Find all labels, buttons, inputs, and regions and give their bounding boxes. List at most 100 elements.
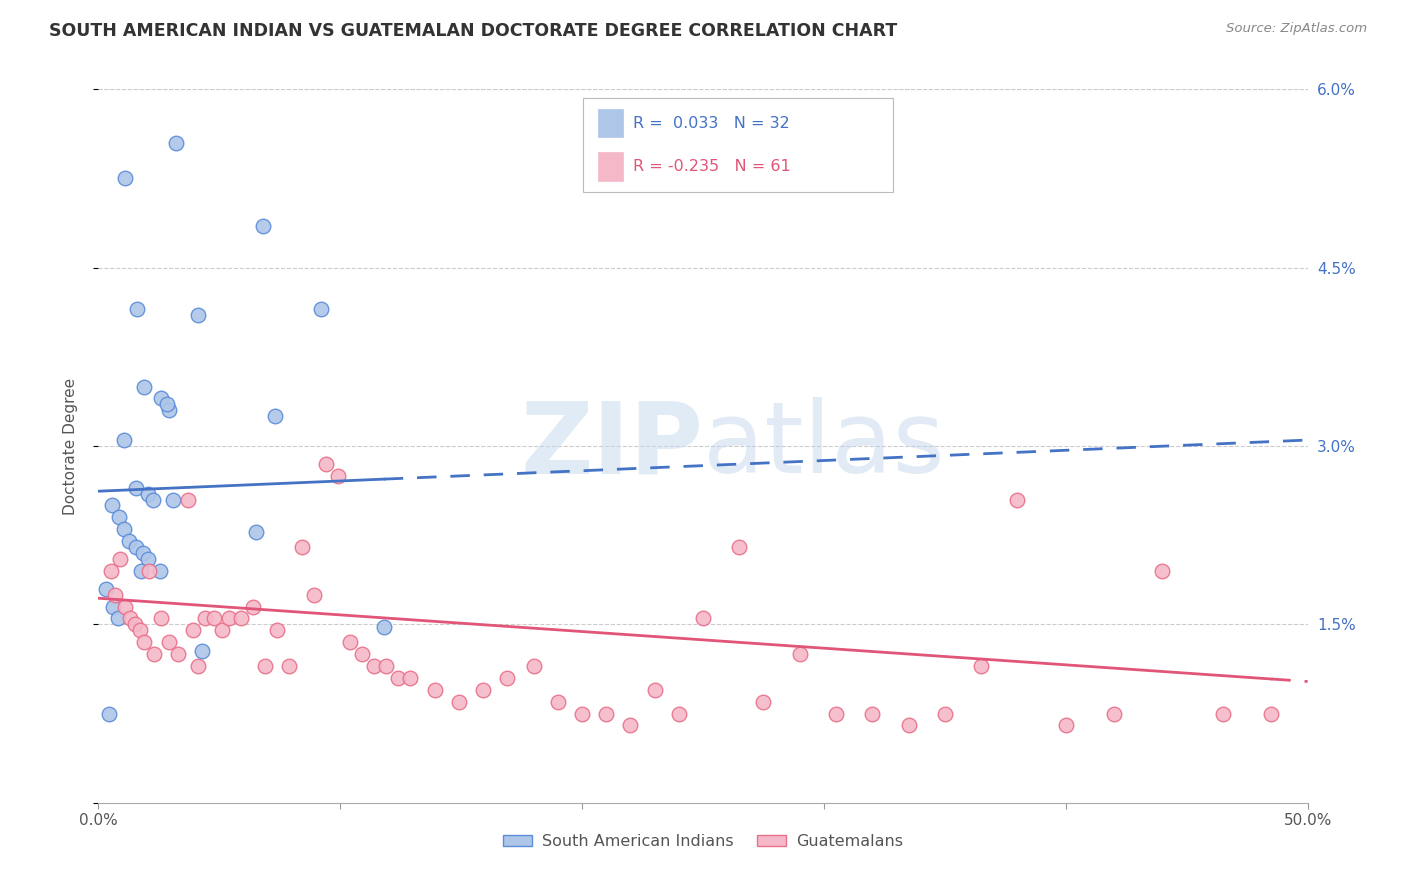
Point bbox=[114, 599, 136, 614]
Text: atlas: atlas bbox=[703, 398, 945, 494]
Point bbox=[104, 588, 127, 602]
Point bbox=[571, 706, 593, 721]
Point bbox=[375, 659, 398, 673]
Point bbox=[315, 457, 337, 471]
Point bbox=[125, 540, 148, 554]
Point bbox=[136, 486, 159, 500]
Point bbox=[399, 671, 422, 685]
Point bbox=[252, 219, 274, 233]
Point bbox=[934, 706, 956, 721]
Point bbox=[177, 492, 200, 507]
Point bbox=[134, 379, 156, 393]
Point bbox=[363, 659, 385, 673]
Point bbox=[387, 671, 409, 685]
Point bbox=[162, 492, 184, 507]
Point bbox=[150, 392, 173, 406]
Point bbox=[125, 481, 148, 495]
Point bbox=[129, 564, 152, 578]
Point bbox=[156, 397, 179, 411]
Point bbox=[278, 659, 301, 673]
Text: R = -0.235   N = 61: R = -0.235 N = 61 bbox=[633, 159, 790, 174]
Point bbox=[229, 611, 252, 625]
Point bbox=[1054, 718, 1077, 732]
Point bbox=[157, 635, 180, 649]
Text: SOUTH AMERICAN INDIAN VS GUATEMALAN DOCTORATE DEGREE CORRELATION CHART: SOUTH AMERICAN INDIAN VS GUATEMALAN DOCT… bbox=[49, 22, 897, 40]
Point bbox=[118, 611, 141, 625]
Point bbox=[149, 564, 172, 578]
Point bbox=[970, 659, 993, 673]
Point bbox=[471, 682, 494, 697]
Point bbox=[350, 647, 373, 661]
Point bbox=[118, 534, 141, 549]
Point bbox=[1102, 706, 1125, 721]
Point bbox=[1212, 706, 1234, 721]
Point bbox=[138, 564, 160, 578]
Point bbox=[134, 635, 156, 649]
Point bbox=[789, 647, 811, 661]
Point bbox=[112, 433, 135, 447]
Point bbox=[595, 706, 617, 721]
Point bbox=[181, 624, 204, 638]
Point bbox=[103, 599, 125, 614]
Text: Source: ZipAtlas.com: Source: ZipAtlas.com bbox=[1226, 22, 1367, 36]
Point bbox=[150, 611, 173, 625]
Point bbox=[211, 624, 233, 638]
Y-axis label: Doctorate Degree: Doctorate Degree bbox=[63, 377, 77, 515]
Point bbox=[108, 510, 131, 524]
Point bbox=[114, 171, 136, 186]
Point bbox=[127, 302, 149, 317]
Text: ZIP: ZIP bbox=[520, 398, 703, 494]
Point bbox=[619, 718, 641, 732]
Point bbox=[1260, 706, 1282, 721]
Point bbox=[547, 695, 569, 709]
Point bbox=[302, 588, 325, 602]
Point bbox=[290, 540, 312, 554]
Point bbox=[254, 659, 277, 673]
Point bbox=[187, 308, 209, 322]
Point bbox=[143, 647, 166, 661]
Point bbox=[218, 611, 240, 625]
Point bbox=[142, 492, 165, 507]
Point bbox=[523, 659, 546, 673]
Point bbox=[245, 524, 267, 539]
Point bbox=[97, 706, 120, 721]
Point bbox=[165, 136, 187, 150]
Point bbox=[752, 695, 775, 709]
Point bbox=[112, 522, 135, 536]
Point bbox=[96, 582, 118, 596]
Point bbox=[326, 468, 349, 483]
Point bbox=[897, 718, 920, 732]
Point bbox=[194, 611, 217, 625]
Point bbox=[128, 624, 150, 638]
Point bbox=[107, 611, 129, 625]
Point bbox=[266, 624, 288, 638]
Point bbox=[728, 540, 751, 554]
Point bbox=[496, 671, 519, 685]
Point bbox=[204, 611, 226, 625]
Point bbox=[339, 635, 361, 649]
Point bbox=[157, 403, 180, 417]
Point bbox=[191, 643, 214, 657]
Point bbox=[108, 552, 131, 566]
Point bbox=[309, 302, 332, 317]
Point bbox=[167, 647, 190, 661]
Point bbox=[692, 611, 714, 625]
Point bbox=[100, 564, 122, 578]
Point bbox=[124, 617, 146, 632]
Point bbox=[423, 682, 446, 697]
Text: R =  0.033   N = 32: R = 0.033 N = 32 bbox=[633, 116, 789, 131]
Point bbox=[825, 706, 848, 721]
Point bbox=[132, 546, 155, 560]
Point bbox=[1007, 492, 1029, 507]
Point bbox=[242, 599, 264, 614]
Point bbox=[373, 620, 395, 634]
Point bbox=[644, 682, 666, 697]
Legend: South American Indians, Guatemalans: South American Indians, Guatemalans bbox=[496, 828, 910, 855]
Point bbox=[668, 706, 690, 721]
Point bbox=[187, 659, 209, 673]
Point bbox=[100, 499, 122, 513]
Point bbox=[136, 552, 159, 566]
Point bbox=[447, 695, 470, 709]
Point bbox=[860, 706, 883, 721]
Point bbox=[1152, 564, 1174, 578]
